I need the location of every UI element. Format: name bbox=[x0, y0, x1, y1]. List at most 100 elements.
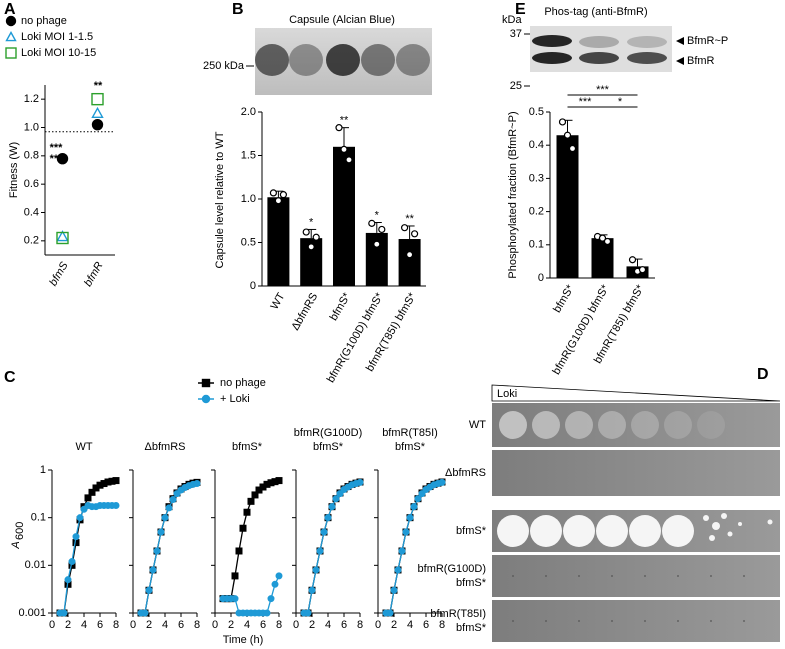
plaque-dot bbox=[743, 575, 745, 577]
blot-title: Capsule (Alcian Blue) bbox=[289, 14, 395, 26]
marker bbox=[304, 609, 312, 617]
data-point bbox=[279, 191, 287, 199]
marker bbox=[398, 547, 406, 555]
dilution-triangle bbox=[491, 384, 781, 402]
legend-marker bbox=[5, 15, 17, 27]
marker bbox=[153, 547, 161, 555]
x-tick-label: 2 bbox=[146, 619, 152, 631]
marker bbox=[336, 490, 344, 498]
marker bbox=[402, 528, 410, 536]
marker bbox=[145, 586, 153, 594]
marker bbox=[193, 480, 201, 488]
y-tick-label: 0.2 bbox=[24, 235, 39, 247]
marker bbox=[275, 477, 283, 485]
marker bbox=[84, 494, 92, 502]
data-point bbox=[628, 256, 637, 264]
y-tick-label: 0.6 bbox=[24, 178, 39, 190]
plaque-dot bbox=[644, 620, 646, 622]
marker bbox=[112, 477, 120, 485]
y-tick-label: 2.0 bbox=[241, 106, 256, 118]
plaque-spot bbox=[596, 515, 628, 547]
significance: *** bbox=[596, 84, 610, 96]
strain-label: bfmR(G100D) bbox=[418, 563, 486, 575]
marker bbox=[271, 580, 279, 588]
marker bbox=[243, 508, 251, 516]
significance: ** bbox=[340, 115, 349, 127]
marker bbox=[406, 514, 414, 522]
marker bbox=[91, 118, 104, 131]
strain-label: bfmS* bbox=[456, 525, 487, 537]
data-point bbox=[269, 189, 277, 197]
marker bbox=[390, 586, 398, 594]
y-tick-label: 0.4 bbox=[529, 139, 544, 151]
significance: *** bbox=[50, 142, 64, 154]
data-point bbox=[563, 131, 572, 139]
blot-band bbox=[289, 44, 323, 76]
marker bbox=[328, 503, 336, 511]
y-tick-label: 1 bbox=[40, 464, 46, 476]
y-tick-label: 0.5 bbox=[241, 236, 256, 248]
x-tick-label: 6 bbox=[260, 619, 266, 631]
subplot-title: ΔbfmRS bbox=[145, 441, 186, 453]
marker bbox=[275, 572, 283, 580]
marker bbox=[316, 547, 324, 555]
x-tick-label: 0 bbox=[375, 619, 381, 631]
x-tick-label: 0 bbox=[130, 619, 136, 631]
plaque-spot bbox=[565, 411, 593, 439]
marker bbox=[356, 478, 364, 486]
blot-band bbox=[579, 36, 619, 48]
data-point bbox=[335, 124, 343, 132]
bar bbox=[398, 239, 421, 286]
legend-label: Loki MOI 10-15 bbox=[21, 47, 96, 59]
significance: * bbox=[618, 96, 623, 108]
y-axis-label: Fitness (W) bbox=[8, 142, 20, 198]
data-point bbox=[568, 144, 577, 153]
subplot-title: bfmR(G100D) bbox=[294, 427, 362, 439]
y-tick-label: 0 bbox=[250, 280, 256, 292]
plaque-dot bbox=[677, 575, 679, 577]
line bbox=[60, 504, 116, 614]
plaque-spot bbox=[727, 531, 733, 537]
blot-marker: 250 kDa bbox=[203, 60, 245, 72]
data-point bbox=[373, 240, 381, 248]
x-tick-label: bfmS bbox=[47, 259, 71, 288]
marker bbox=[231, 595, 239, 603]
legend-marker bbox=[201, 378, 211, 388]
marker bbox=[247, 497, 255, 505]
plaque-spot bbox=[563, 515, 595, 547]
data-point bbox=[312, 233, 320, 241]
subplot-title: bfmS* bbox=[313, 441, 344, 453]
plaque-spot bbox=[499, 411, 527, 439]
marker bbox=[231, 572, 239, 580]
phos-tag-blot bbox=[530, 26, 672, 72]
marker bbox=[320, 528, 328, 536]
y-tick-label: 0.2 bbox=[529, 206, 544, 218]
blot-band bbox=[627, 36, 667, 48]
x-tick-label: 0 bbox=[212, 619, 218, 631]
subplot-title: bfmS* bbox=[232, 441, 263, 453]
plaque-dot bbox=[545, 620, 547, 622]
legend-marker bbox=[5, 47, 17, 59]
y-tick-label: 0.3 bbox=[529, 172, 544, 184]
x-tick-label: 4 bbox=[244, 619, 250, 631]
marker bbox=[91, 92, 104, 106]
plaque-dot bbox=[710, 575, 712, 577]
significance: *** bbox=[50, 153, 64, 165]
significance: *** bbox=[579, 96, 593, 108]
marker bbox=[251, 491, 259, 499]
data-point bbox=[598, 234, 607, 242]
marker bbox=[263, 609, 271, 617]
x-tick-label: bfmR bbox=[82, 260, 106, 289]
marker bbox=[88, 488, 96, 496]
bar bbox=[365, 232, 388, 286]
significance: * bbox=[309, 216, 314, 228]
data-point bbox=[558, 118, 567, 126]
x-tick-label: 6 bbox=[97, 619, 103, 631]
marker bbox=[91, 106, 104, 119]
strain-label: bfmS* bbox=[456, 577, 487, 589]
plaque-spot bbox=[664, 411, 692, 439]
plaque-dot bbox=[644, 575, 646, 577]
x-tick-label: 6 bbox=[341, 619, 347, 631]
bar bbox=[556, 135, 579, 278]
